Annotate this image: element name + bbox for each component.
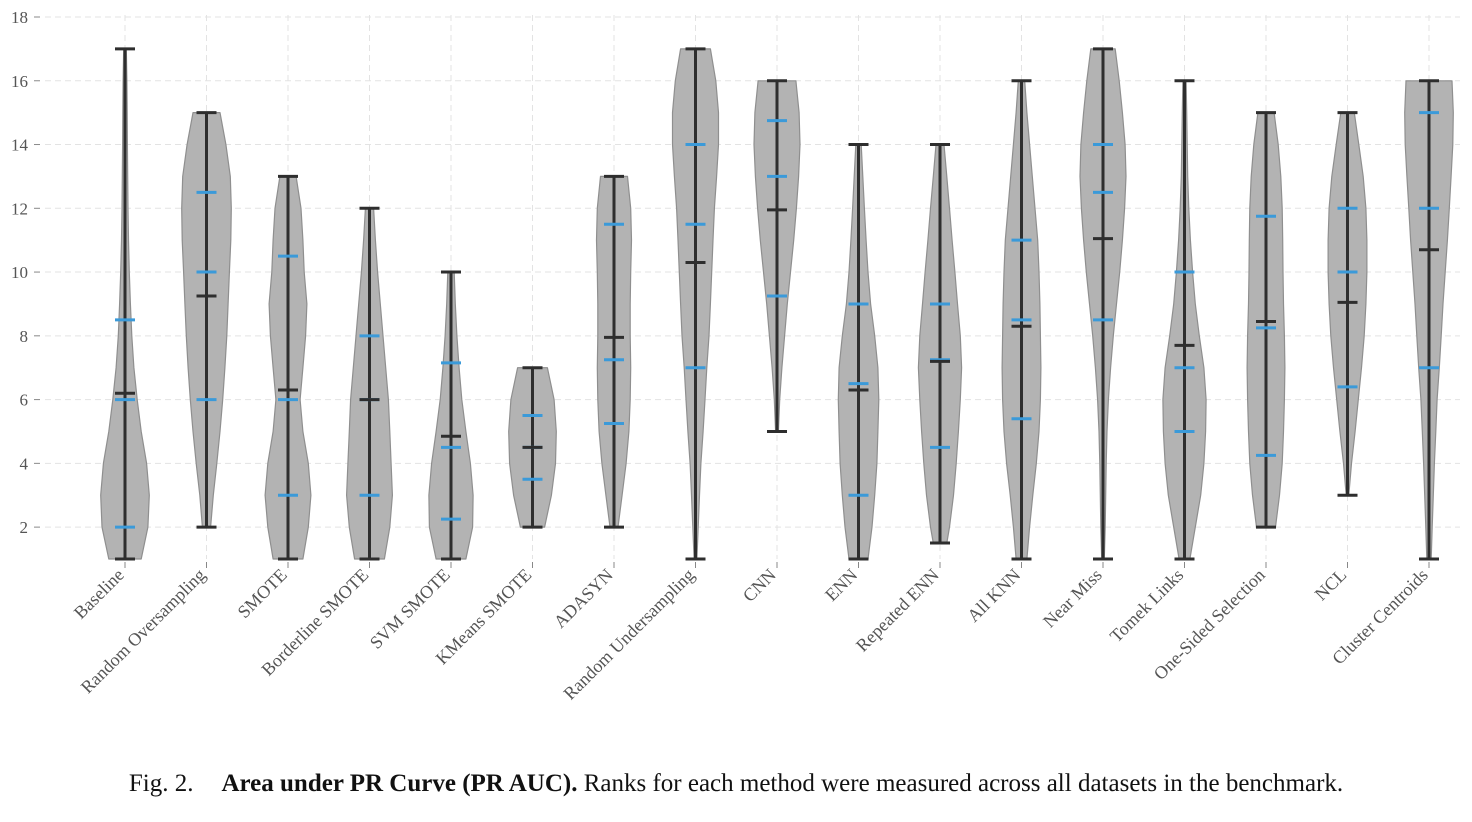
y-tick-label: 8 (20, 327, 29, 346)
violin-12 (1001, 79, 1042, 561)
x-tick-label: SMOTE (234, 565, 291, 622)
x-tick-label: ADASYN (550, 565, 617, 632)
y-tick-label: 2 (20, 518, 29, 537)
x-tick-label: NCL (1311, 565, 1351, 605)
violin-11 (917, 143, 963, 545)
y-tick-label: 14 (11, 136, 29, 155)
x-tick-label: Near Miss (1039, 565, 1106, 632)
violin-15 (1246, 111, 1286, 529)
y-tick-label: 4 (20, 454, 29, 473)
x-tick-label: Random Undersampling (559, 565, 698, 704)
x-tick-label: Baseline (70, 565, 128, 623)
violin-1 (100, 47, 150, 561)
x-tick-label: SVM SMOTE (366, 565, 454, 653)
y-tick-label: 6 (20, 391, 29, 410)
caption-text: Ranks for each method were measured acro… (577, 770, 1344, 797)
y-tick-label: 12 (11, 199, 28, 218)
caption-figure-number: Fig. 2. (128, 770, 194, 797)
violin-4 (346, 206, 393, 561)
violins (100, 47, 1454, 561)
violin-9 (753, 79, 801, 433)
x-tick-label: CNN (739, 565, 780, 606)
x-tick-label: All KNN (963, 565, 1024, 626)
violin-16 (1327, 111, 1368, 497)
y-tick-label: 10 (11, 263, 28, 282)
caption-title: Area under PR Curve (PR AUC). (221, 770, 578, 797)
violin-8 (671, 47, 720, 561)
y-tick-label: 16 (11, 72, 28, 91)
x-tick-label: Tomek Links (1106, 565, 1187, 646)
y-tick-label: 18 (11, 8, 28, 27)
violin-2 (181, 111, 232, 529)
violin-14 (1162, 79, 1207, 561)
violin-13 (1079, 47, 1127, 561)
violin-6 (508, 366, 557, 529)
x-tick-label: Repeated ENN (852, 565, 943, 656)
figure-caption: Fig. 2. Area under PR Curve (PR AUC). Ran… (0, 770, 1472, 798)
violin-5 (428, 270, 474, 561)
violin-17 (1404, 79, 1454, 561)
grid-lines (45, 15, 1460, 559)
violin-7 (595, 174, 633, 529)
violin-10 (837, 143, 880, 561)
y-axis: 2 4 6 8 10 12 14 16 18 (11, 8, 40, 537)
x-tick-label: ENN (821, 565, 861, 605)
violin-3 (264, 174, 312, 561)
